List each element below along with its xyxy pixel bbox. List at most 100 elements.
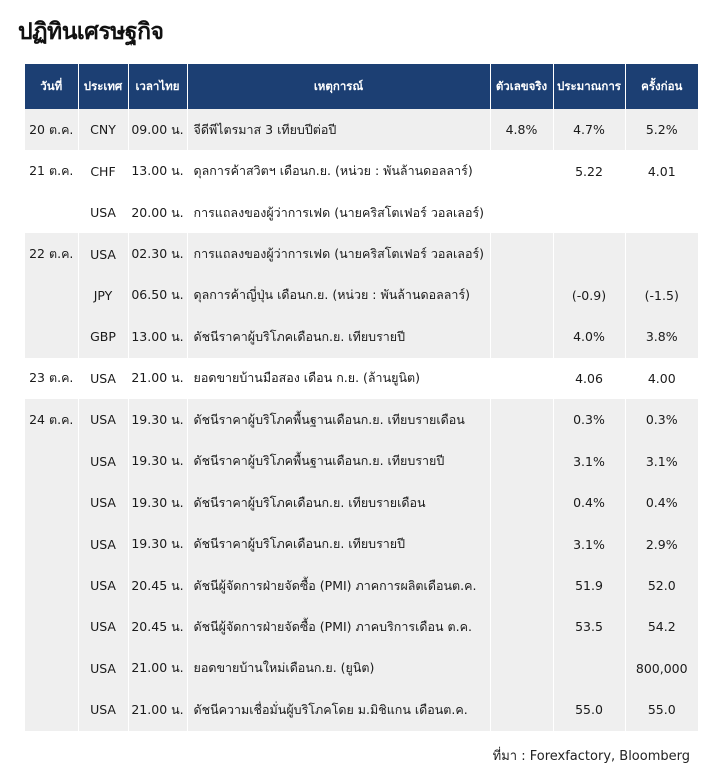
country-cell: USA <box>78 606 129 648</box>
forecast-cell <box>553 191 626 234</box>
event-cell: ดุลการค้าสวิตฯ เดือนก.ย. (หน่วย : พันล้า… <box>187 150 491 192</box>
table-row: JPY 06.50 น. ดุลการค้าญี่ปุ่น เดือนก.ย. … <box>25 274 698 317</box>
forecast-cell: 3.1% <box>553 440 626 482</box>
forecast-cell: 4.7% <box>553 109 626 151</box>
actual-cell <box>490 316 554 358</box>
table-row: USA 20.45 น. ดัชนีผู้จัดการฝ่ายจัดซื้อ (… <box>25 564 698 607</box>
actual-cell <box>490 357 554 400</box>
table-row: 23 ต.ค. USA 21.00 น. ยอดขายบ้านมือสอง เด… <box>25 357 698 400</box>
table-row: USA 21.00 น. ดัชนีความเชื่อมั่นผู้บริโภค… <box>25 689 698 731</box>
date-cell <box>25 274 79 317</box>
event-cell: ดุลการค้าญี่ปุ่น เดือนก.ย. (หน่วย : พันล… <box>187 274 491 317</box>
time-cell: 19.30 น. <box>128 399 188 441</box>
event-cell: จีดีพีไตรมาส 3 เทียบปีต่อปี <box>187 109 491 151</box>
event-cell: ดัชนีราคาผู้บริโภคพื้นฐานเดือนก.ย. เทียบ… <box>187 399 491 441</box>
time-cell: 06.50 น. <box>128 274 188 317</box>
country-cell: USA <box>78 233 129 275</box>
time-cell: 09.00 น. <box>128 109 188 151</box>
actual-cell <box>490 647 554 690</box>
actual-cell <box>490 440 554 482</box>
column-header-country: ประเทศ <box>78 64 129 109</box>
country-cell: USA <box>78 689 129 731</box>
actual-cell <box>490 689 554 731</box>
column-header-actual: ตัวเลขจริง <box>490 64 554 109</box>
time-cell: 19.30 น. <box>128 440 188 482</box>
date-cell: 23 ต.ค. <box>25 357 79 400</box>
date-cell: 22 ต.ค. <box>25 233 79 275</box>
date-cell <box>25 564 79 607</box>
time-cell: 20.00 น. <box>128 191 188 234</box>
column-header-thai-time: เวลาไทย <box>128 64 188 109</box>
country-cell: USA <box>78 440 129 482</box>
time-cell: 20.45 น. <box>128 606 188 648</box>
country-cell: USA <box>78 191 129 234</box>
event-cell: ดัชนีราคาผู้บริโภคเดือนก.ย. เทียบรายปี <box>187 316 491 358</box>
event-cell: ดัชนีผู้จัดการฝ่ายจัดซื้อ (PMI) ภาคการผล… <box>187 564 491 607</box>
previous-cell: 5.2% <box>625 109 698 151</box>
actual-cell <box>490 233 554 275</box>
country-cell: USA <box>78 481 129 524</box>
date-cell <box>25 689 79 731</box>
actual-cell <box>490 564 554 607</box>
event-cell: ดัชนีราคาผู้บริโภคพื้นฐานเดือนก.ย. เทียบ… <box>187 440 491 482</box>
time-cell: 13.00 น. <box>128 150 188 192</box>
table-row: 24 ต.ค. USA 19.30 น. ดัชนีราคาผู้บริโภคพ… <box>25 399 698 441</box>
actual-cell <box>490 399 554 441</box>
event-cell: ดัชนีราคาผู้บริโภคเดือนก.ย. เทียบรายปี <box>187 523 491 565</box>
forecast-cell: 0.3% <box>553 399 626 441</box>
previous-cell: 3.8% <box>625 316 698 358</box>
forecast-cell <box>553 647 626 690</box>
table-row: 21 ต.ค. CHF 13.00 น. ดุลการค้าสวิตฯ เดือ… <box>25 150 698 192</box>
time-cell: 21.00 น. <box>128 357 188 400</box>
forecast-cell: 53.5 <box>553 606 626 648</box>
table-row: GBP 13.00 น. ดัชนีราคาผู้บริโภคเดือนก.ย.… <box>25 316 698 358</box>
previous-cell: 4.00 <box>625 357 698 400</box>
table-row: USA 20.00 น. การแถลงของผู้ว่าการเฟด (นาย… <box>25 191 698 234</box>
actual-cell <box>490 191 554 234</box>
time-cell: 13.00 น. <box>128 316 188 358</box>
date-cell <box>25 440 79 482</box>
table-row: USA 19.30 น. ดัชนีราคาผู้บริโภคเดือนก.ย.… <box>25 523 698 565</box>
forecast-cell: 4.06 <box>553 357 626 400</box>
date-cell <box>25 316 79 358</box>
previous-cell: (-1.5) <box>625 274 698 317</box>
country-cell: CHF <box>78 150 129 192</box>
time-cell: 02.30 น. <box>128 233 188 275</box>
actual-cell <box>490 481 554 524</box>
event-cell: ดัชนีความเชื่อมั่นผู้บริโภคโดย ม.มิชิแกน… <box>187 689 491 731</box>
event-cell: การแถลงของผู้ว่าการเฟด (นายคริสโตเฟอร์ ว… <box>187 191 491 234</box>
actual-cell <box>490 150 554 192</box>
forecast-cell: 51.9 <box>553 564 626 607</box>
previous-cell: 55.0 <box>625 689 698 731</box>
previous-cell: 0.3% <box>625 399 698 441</box>
previous-cell: 52.0 <box>625 564 698 607</box>
date-cell <box>25 191 79 234</box>
table-row: USA 21.00 น. ยอดขายบ้านใหม่เดือนก.ย. (ยู… <box>25 647 698 690</box>
table-row: 22 ต.ค. USA 02.30 น. การแถลงของผู้ว่าการ… <box>25 233 698 275</box>
column-header-date: วันที่ <box>25 64 79 109</box>
country-cell: USA <box>78 564 129 607</box>
event-cell: ดัชนีราคาผู้บริโภคเดือนก.ย. เทียบรายเดือ… <box>187 481 491 524</box>
previous-cell <box>625 233 698 275</box>
date-cell <box>25 523 79 565</box>
date-cell: 21 ต.ค. <box>25 150 79 192</box>
time-cell: 21.00 น. <box>128 647 188 690</box>
page-title: ปฏิทินเศรษฐกิจ <box>18 19 164 45</box>
forecast-cell <box>553 233 626 275</box>
country-cell: USA <box>78 647 129 690</box>
event-cell: ดัชนีผู้จัดการฝ่ายจัดซื้อ (PMI) ภาคบริกา… <box>187 606 491 648</box>
actual-cell <box>490 523 554 565</box>
previous-cell: 3.1% <box>625 440 698 482</box>
time-cell: 19.30 น. <box>128 523 188 565</box>
date-cell: 24 ต.ค. <box>25 399 79 441</box>
country-cell: CNY <box>78 109 129 151</box>
actual-cell: 4.8% <box>490 109 554 151</box>
time-cell: 19.30 น. <box>128 481 188 524</box>
time-cell: 21.00 น. <box>128 689 188 731</box>
table-row: 20 ต.ค. CNY 09.00 น. จีดีพีไตรมาส 3 เทีย… <box>25 109 698 151</box>
forecast-cell: 55.0 <box>553 689 626 731</box>
country-cell: GBP <box>78 316 129 358</box>
table-header-row: วันที่ ประเทศ เวลาไทย เหตุการณ์ ตัวเลขจร… <box>25 64 698 109</box>
table-row: USA 20.45 น. ดัชนีผู้จัดการฝ่ายจัดซื้อ (… <box>25 606 698 648</box>
country-cell: USA <box>78 523 129 565</box>
